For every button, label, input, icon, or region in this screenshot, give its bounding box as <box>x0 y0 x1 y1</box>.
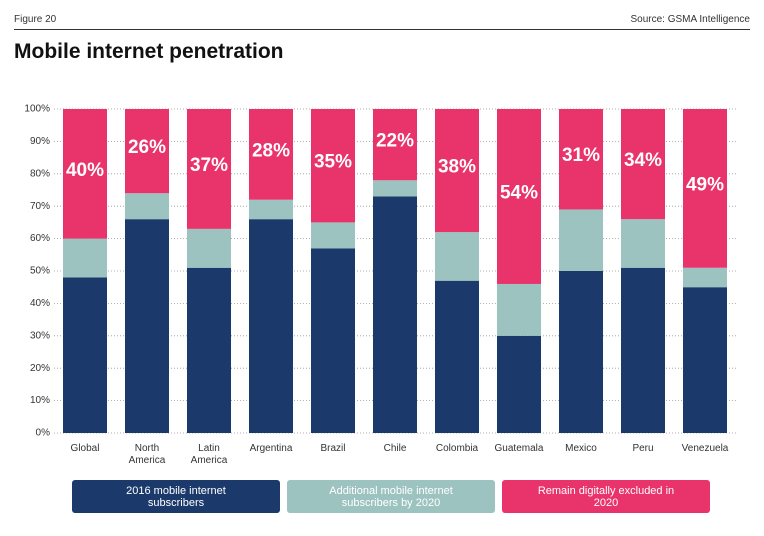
bar-segment <box>496 109 542 284</box>
y-tick-label: 50% <box>30 266 50 277</box>
legend-entry: Remain digitally excluded in 2020 <box>502 480 710 513</box>
x-tick-label: Brazil <box>320 443 345 454</box>
y-tick-label: 30% <box>30 330 50 341</box>
bar-segment <box>620 267 666 433</box>
x-tick-label: Mexico <box>565 443 597 454</box>
source: Source: GSMA Intelligence <box>630 14 750 25</box>
bar-segment <box>434 280 480 433</box>
x-tick-label-line: America <box>191 455 228 466</box>
x-tick-label-line: Argentina <box>250 443 293 454</box>
data-label: 22% <box>376 131 414 152</box>
data-label: 26% <box>128 137 166 158</box>
x-tick-label-line: Latin <box>198 443 220 454</box>
header-rule <box>14 29 750 30</box>
x-tick-label: Peru <box>632 443 653 454</box>
bar-segment <box>248 219 294 433</box>
x-tick-label-line: Mexico <box>565 443 597 454</box>
data-label: 35% <box>314 152 352 173</box>
bar-segment <box>310 109 356 223</box>
bar-segment <box>248 199 294 220</box>
bar-segment <box>558 109 604 210</box>
bar-segment <box>496 335 542 433</box>
bar-segment <box>124 109 170 194</box>
data-label: 31% <box>562 145 600 166</box>
bar-segment <box>186 228 232 268</box>
bar-segment <box>372 180 418 197</box>
data-label: 49% <box>686 174 724 195</box>
bar-segment <box>558 209 604 271</box>
bar-segment <box>372 196 418 433</box>
bar-segment <box>62 277 108 433</box>
x-tick-label-line: Chile <box>384 443 407 454</box>
chart: 0% 10% 20% 30% 40% 50% 60% 70% 80% 90% 100% 40% Glob… <box>24 104 736 466</box>
bar-segment <box>434 232 480 281</box>
bar-segment <box>248 109 294 200</box>
legend-entry: Additional mobile internet subscribers b… <box>287 480 495 513</box>
x-tick-label-line: Global <box>71 443 100 454</box>
y-tick-label: 90% <box>30 136 50 147</box>
x-tick-label-line: North <box>135 443 159 454</box>
bar-segment <box>682 109 728 268</box>
bar-segment <box>372 109 418 181</box>
bar-segment <box>434 109 480 233</box>
bar-segment <box>682 287 728 433</box>
y-tick-label: 60% <box>30 233 50 244</box>
x-tick-label: Global <box>71 443 100 454</box>
bar-segment <box>558 271 604 433</box>
x-tick-label: Venezuela <box>682 443 729 454</box>
x-tick-label: Chile <box>384 443 407 454</box>
bar-segment <box>310 222 356 249</box>
y-tick-label: 0% <box>36 428 51 439</box>
y-tick-label: 70% <box>30 201 50 212</box>
x-tick-label-line: Brazil <box>320 443 345 454</box>
x-tick-label: Argentina <box>250 443 293 454</box>
bar-segment <box>124 193 170 220</box>
y-tick-label: 20% <box>30 363 50 374</box>
data-label: 28% <box>252 140 290 161</box>
bar-segment <box>682 267 728 288</box>
legend-entry: 2016 mobile internet subscribers <box>72 480 280 513</box>
bar-segment <box>62 109 108 239</box>
figure-number: Figure 20 <box>14 14 57 25</box>
y-tick-label: 40% <box>30 298 50 309</box>
x-tick-label-line: Colombia <box>436 443 479 454</box>
x-tick-label-line: Guatemala <box>495 443 544 454</box>
x-tick-label: Latin America <box>191 443 228 466</box>
data-label: 37% <box>190 155 228 176</box>
bar-segment <box>124 219 170 433</box>
bar-segment <box>496 283 542 336</box>
bar-segment <box>186 109 232 229</box>
legend: 2016 mobile internet subscribers Addition… <box>72 480 710 513</box>
y-tick-label: 80% <box>30 168 50 179</box>
y-tick-label: 100% <box>24 104 50 115</box>
data-label: 38% <box>438 157 476 178</box>
x-tick-label: Guatemala <box>495 443 544 454</box>
x-tick-label-line: Venezuela <box>682 443 729 454</box>
y-tick-label: 10% <box>30 395 50 406</box>
data-label: 54% <box>500 182 538 203</box>
x-tick-label: North America <box>129 443 166 466</box>
x-tick-label-line: Peru <box>632 443 653 454</box>
data-label: 40% <box>66 160 104 181</box>
x-tick-label: Colombia <box>436 443 479 454</box>
bar-segment <box>186 267 232 433</box>
x-tick-label-line: America <box>129 455 166 466</box>
bar-segment <box>620 109 666 220</box>
data-label: 34% <box>624 150 662 171</box>
bar-segment <box>620 219 666 268</box>
chart-title: Mobile internet penetration <box>14 40 284 63</box>
bar-segment <box>62 238 108 278</box>
bar-segment <box>310 248 356 433</box>
